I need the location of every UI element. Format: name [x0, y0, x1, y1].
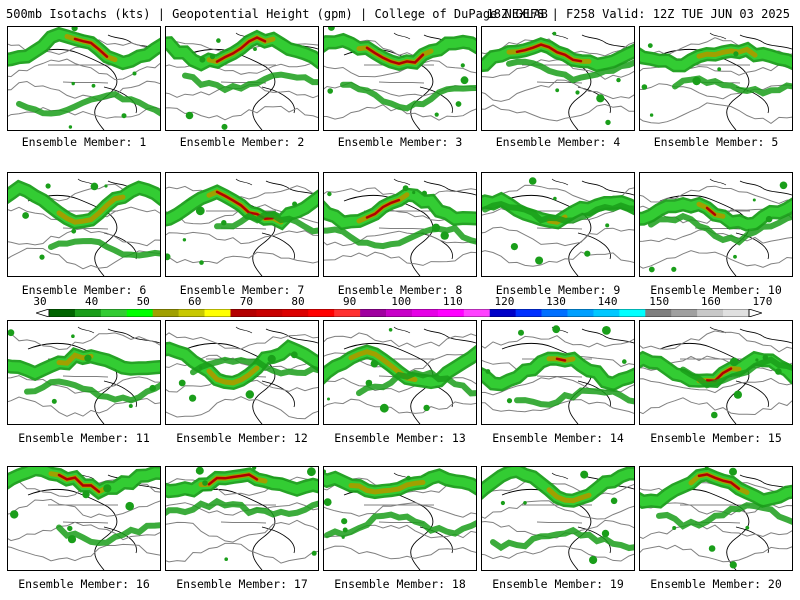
- colorbar-tick-label: 160: [700, 295, 721, 308]
- colorbar-tick-label: 70: [239, 295, 254, 308]
- ensemble-caption-13: Ensemble Member: 13: [334, 431, 466, 445]
- ensemble-map: [482, 467, 634, 570]
- ensemble-map: [8, 178, 160, 276]
- ensemble-caption-8: Ensemble Member: 8: [337, 283, 463, 297]
- ensemble-panel-5: [639, 26, 793, 131]
- ensemble-caption-20: Ensemble Member: 20: [650, 577, 782, 591]
- ensemble-map: [640, 32, 792, 130]
- ensemble-map: [8, 467, 160, 570]
- ensemble-panel-2: [165, 26, 319, 131]
- ensemble-panel-17: [165, 466, 319, 571]
- colorbar-tick-label: 60: [188, 295, 202, 308]
- header: 500mb Isotachs (kts) | Geopotential Heig…: [6, 6, 794, 22]
- ensemble-map: [166, 326, 318, 424]
- ensemble-map: [8, 326, 160, 424]
- ensemble-caption-7: Ensemble Member: 7: [179, 283, 305, 297]
- ensemble-map: [482, 177, 634, 276]
- ensemble-caption-4: Ensemble Member: 4: [495, 135, 621, 149]
- ensemble-map: [482, 31, 634, 130]
- ensemble-panel-10: [639, 172, 793, 277]
- ensemble-caption-15: Ensemble Member: 15: [650, 431, 782, 445]
- ensemble-panel-19: [481, 466, 635, 571]
- ensemble-panel-9: [481, 172, 635, 277]
- ensemble-caption-12: Ensemble Member: 12: [176, 431, 308, 445]
- ensemble-caption-3: Ensemble Member: 3: [337, 135, 463, 149]
- ensemble-map: [8, 27, 160, 130]
- ensemble-map: [482, 325, 634, 424]
- ensemble-panel-7: [165, 172, 319, 277]
- ensemble-map: [166, 467, 318, 570]
- ensemble-panel-8: [323, 172, 477, 277]
- colorbar-tick-label: 140: [597, 295, 618, 308]
- ensemble-panel-1: [7, 26, 161, 131]
- colorbar-tick-label: 110: [442, 295, 463, 308]
- ensemble-map: [324, 178, 476, 276]
- ensemble-map: [640, 467, 792, 570]
- ensemble-caption-14: Ensemble Member: 14: [492, 431, 624, 445]
- ensemble-panel-4: [481, 26, 635, 131]
- ensemble-panel-11: [7, 320, 161, 425]
- ensemble-caption-10: Ensemble Member: 10: [650, 283, 782, 297]
- ensemble-panel-6: [7, 172, 161, 277]
- colorbar-tick-label: 120: [494, 295, 515, 308]
- ensemble-panel-13: [323, 320, 477, 425]
- colorbar-tick-label: 40: [84, 295, 99, 308]
- ensemble-map: [324, 468, 476, 570]
- ensemble-panel-12: [165, 320, 319, 425]
- ensemble-caption-5: Ensemble Member: 5: [653, 135, 779, 149]
- ensemble-caption-6: Ensemble Member: 6: [21, 283, 147, 297]
- colorbar-tick-label: 30: [33, 295, 47, 308]
- ensemble-map: [640, 326, 792, 424]
- ensemble-map: [324, 27, 476, 130]
- colorbar-tick-label: 150: [649, 295, 670, 308]
- colorbar-tick-label: 90: [342, 295, 357, 308]
- colorbar-tick-label: 170: [752, 295, 773, 308]
- colorbar-tick-label: 100: [391, 295, 412, 308]
- ensemble-map: [166, 29, 318, 130]
- ensemble-panel-16: [7, 466, 161, 571]
- ensemble-caption-17: Ensemble Member: 17: [176, 577, 308, 591]
- colorbar-tick-label: 50: [136, 295, 150, 308]
- ensemble-caption-19: Ensemble Member: 19: [492, 577, 624, 591]
- colorbar-tick-label: 130: [546, 295, 566, 308]
- ensemble-caption-9: Ensemble Member: 9: [495, 283, 621, 297]
- ensemble-map: [640, 178, 792, 276]
- ensemble-map: [324, 326, 476, 424]
- map-title: 500mb Isotachs (kts) | Geopotential Heig…: [6, 7, 548, 21]
- colorbar-tick-label: 80: [291, 295, 305, 308]
- ensemble-map: [166, 178, 318, 276]
- ensemble-panel-18: [323, 466, 477, 571]
- ensemble-panel-14: [481, 320, 635, 425]
- ensemble-panel-15: [639, 320, 793, 425]
- ensemble-caption-1: Ensemble Member: 1: [21, 135, 147, 149]
- ensemble-caption-16: Ensemble Member: 16: [18, 577, 150, 591]
- ensemble-panel-3: [323, 26, 477, 131]
- ensemble-panel-20: [639, 466, 793, 571]
- run-info: 18Z GEFS | F258 Valid: 12Z TUE JUN 03 20…: [486, 7, 790, 21]
- ensemble-caption-11: Ensemble Member: 11: [18, 431, 150, 445]
- ensemble-caption-2: Ensemble Member: 2: [179, 135, 305, 149]
- isotach-colorbar: [36, 309, 762, 317]
- ensemble-caption-18: Ensemble Member: 18: [334, 577, 466, 591]
